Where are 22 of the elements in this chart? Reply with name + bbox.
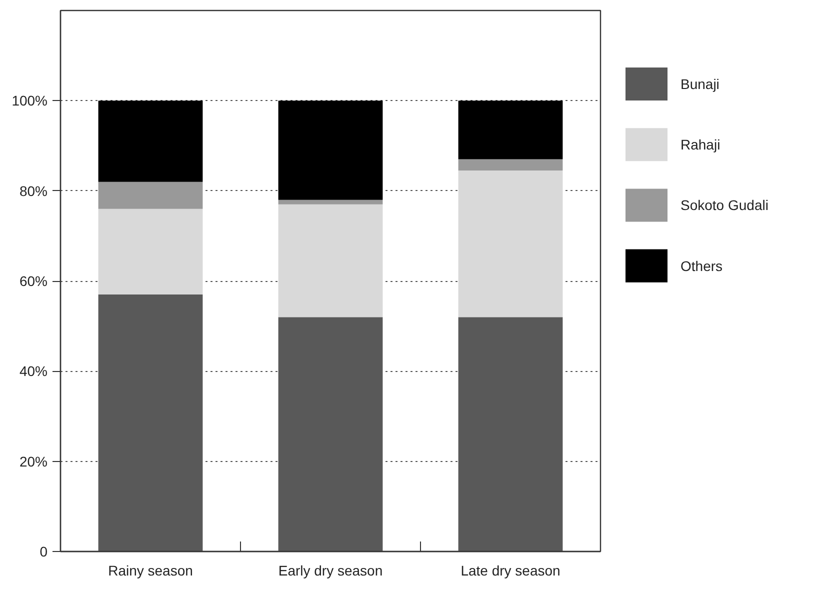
legend-label: Bunaji xyxy=(680,76,720,92)
bar xyxy=(278,204,383,318)
bar xyxy=(278,200,383,204)
legend-label: Rahaji xyxy=(680,136,720,153)
bar xyxy=(98,182,203,209)
x-tick-label: Rainy season xyxy=(108,562,193,578)
legend-label: Sokoto Gudali xyxy=(680,197,768,214)
legend-label: Others xyxy=(680,258,723,274)
y-tick-label: 0 xyxy=(40,544,48,560)
y-tick-label: 80% xyxy=(19,182,48,199)
bar xyxy=(458,100,563,160)
bar xyxy=(98,208,203,295)
bar xyxy=(458,170,563,318)
y-tick-label: 100% xyxy=(12,92,48,109)
y-tick-label: 60% xyxy=(19,273,48,289)
y-tick-label: 20% xyxy=(19,453,48,470)
bar xyxy=(278,100,383,200)
y-tick-label: 40% xyxy=(19,363,48,380)
x-tick-label: Early dry season xyxy=(278,562,383,578)
bar xyxy=(98,100,203,182)
bar xyxy=(458,159,563,171)
x-tick-label: Late dry season xyxy=(460,562,560,578)
